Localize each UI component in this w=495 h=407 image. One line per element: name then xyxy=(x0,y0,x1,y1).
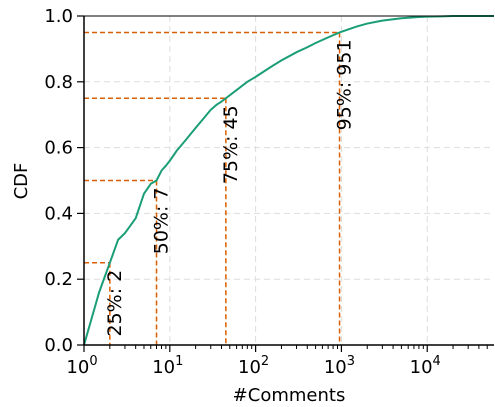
y-tick-label: 0.6 xyxy=(44,138,73,159)
percentile-markers: 25%: 2 50%: 7 75%: 45 95%: 951 xyxy=(84,31,356,345)
x-axis-ticks: 100 101 102 103 104 xyxy=(66,345,488,378)
cdf-series xyxy=(83,15,494,346)
x-tick-label: 104 xyxy=(410,354,441,378)
y-axis-ticks: 0.0 0.2 0.4 0.6 0.8 1.0 xyxy=(44,6,84,356)
percentile-label: 50%: 7 xyxy=(151,188,173,255)
axes xyxy=(83,15,494,346)
percentile-label: 95%: 951 xyxy=(334,39,356,130)
percentile-label: 75%: 45 xyxy=(220,105,242,184)
y-tick-label: 0.2 xyxy=(44,269,73,290)
percentile-label: 25%: 2 xyxy=(104,270,126,337)
x-tick-label: 100 xyxy=(66,354,97,378)
grid-lines xyxy=(84,16,494,345)
y-tick-label: 0.8 xyxy=(44,72,73,93)
y-tick-label: 1.0 xyxy=(44,6,73,27)
x-tick-label: 101 xyxy=(152,354,183,378)
x-tick-label: 103 xyxy=(324,354,355,378)
x-axis-label: #Comments xyxy=(233,385,346,406)
y-axis-label: CDF xyxy=(11,163,32,200)
cdf-line xyxy=(83,15,494,346)
x-tick-label: 102 xyxy=(238,354,269,378)
y-tick-label: 0.0 xyxy=(44,335,73,356)
y-tick-label: 0.4 xyxy=(44,203,73,224)
